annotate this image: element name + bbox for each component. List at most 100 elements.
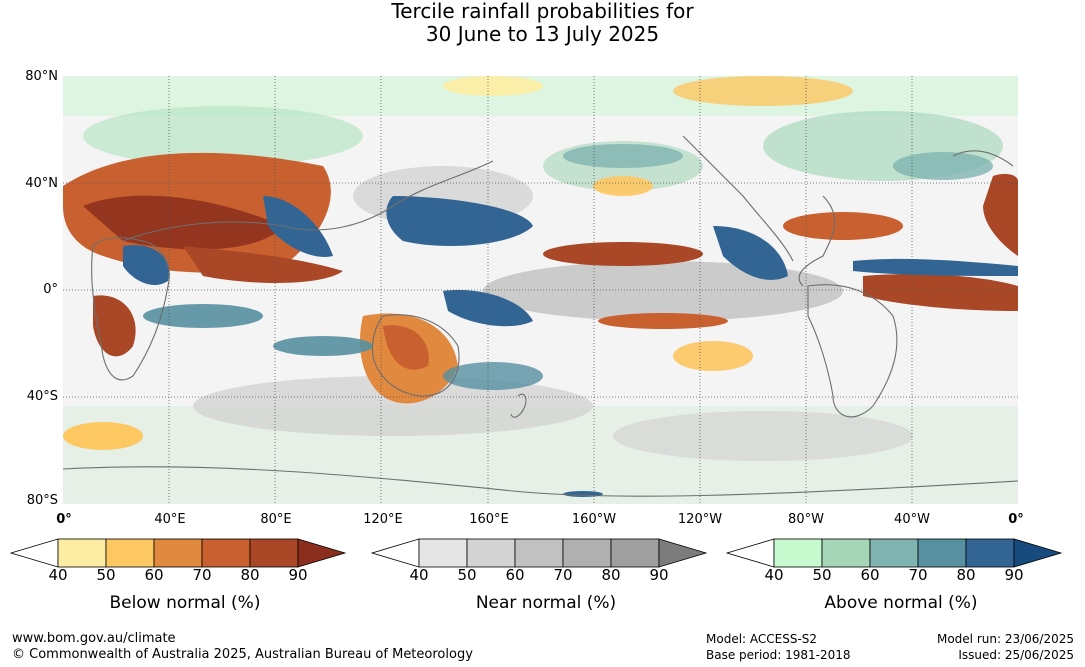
map-svg bbox=[63, 76, 1018, 504]
footer-model-run: Model run: 23/06/2025 bbox=[936, 632, 1074, 646]
colorbar-above-normal-title: Above normal (%) bbox=[824, 593, 978, 613]
lon-label-80w: 80°W bbox=[788, 512, 824, 527]
footer-website: www.bom.gov.au/climate bbox=[12, 631, 176, 646]
europe-west-dry bbox=[983, 173, 1018, 256]
lat-label-40s: 40°S bbox=[26, 389, 58, 404]
map-title: Tercile rainfall probabilities for 30 Ju… bbox=[0, 0, 1085, 46]
colorbar-tick-label: 50 bbox=[457, 566, 477, 584]
southern-africa-dry bbox=[93, 295, 136, 357]
middle-east-core bbox=[83, 195, 283, 250]
colorbar-swatch bbox=[57, 538, 107, 568]
colorbar-tick-label: 70 bbox=[553, 566, 573, 584]
colorbar-swatch bbox=[105, 538, 155, 568]
north-america-east-coast bbox=[798, 195, 836, 287]
footer-copyright: © Commonwealth of Australia 2025, Austra… bbox=[12, 647, 473, 662]
colorbar-tick-label: 90 bbox=[1004, 566, 1024, 584]
colorbar-tick-label: 40 bbox=[764, 566, 784, 584]
south-pacific-dry-band bbox=[598, 313, 728, 329]
colorbar-right-arrow bbox=[1013, 538, 1063, 568]
north-america-west-coast bbox=[682, 135, 794, 262]
colorbar-near-normal-swatches bbox=[371, 538, 708, 568]
colorbar-tick-label: 50 bbox=[96, 566, 116, 584]
colorbar-swatch bbox=[562, 538, 612, 568]
lat-label-80n: 80°N bbox=[25, 69, 58, 84]
colorbar-below-normal: 40 50 60 70 80 90 Below normal (%) bbox=[10, 538, 360, 628]
colorbar-above-normal: 40 50 60 70 80 90 Above normal (%) bbox=[726, 538, 1076, 628]
lon-label-0-left: 0° bbox=[56, 512, 72, 527]
colorbar-tick-label: 60 bbox=[860, 566, 880, 584]
colorbar-swatch bbox=[610, 538, 660, 568]
colorbar-right-arrow bbox=[658, 538, 708, 568]
lon-label-80e: 80°E bbox=[260, 512, 292, 527]
coastlines bbox=[63, 135, 1018, 497]
arctic-yellow bbox=[443, 76, 543, 96]
south-america-coast bbox=[807, 284, 898, 418]
antarctica-coast bbox=[63, 466, 1018, 497]
colorbar-left-arrow bbox=[371, 538, 420, 568]
africa-coast bbox=[91, 237, 170, 381]
lon-label-160w: 160°W bbox=[571, 512, 617, 527]
colorbar-left-arrow bbox=[726, 538, 775, 568]
colorbar-swatch bbox=[869, 538, 919, 568]
colorbar-swatch bbox=[965, 538, 1015, 568]
central-america-wet bbox=[713, 226, 788, 280]
colorbar-near-normal-title: Near normal (%) bbox=[475, 593, 617, 613]
lon-label-120e: 120°E bbox=[363, 512, 403, 527]
lat-label-80s: 80°S bbox=[26, 493, 58, 508]
colorbar-tick-label: 70 bbox=[908, 566, 928, 584]
colorbar-swatch bbox=[153, 538, 203, 568]
new-zealand-coast bbox=[510, 393, 527, 418]
colorbar-tick-label: 60 bbox=[144, 566, 164, 584]
south-indian-grey bbox=[193, 376, 593, 436]
colorbar-swatch bbox=[917, 538, 967, 568]
south-atlantic-yellow bbox=[63, 422, 143, 450]
colorbar-swatch bbox=[201, 538, 251, 568]
colorbar-below-normal-title: Below normal (%) bbox=[109, 593, 261, 613]
rainfall-probability-map bbox=[63, 76, 1018, 504]
lon-label-160e: 160°E bbox=[469, 512, 509, 527]
colorbar-tick-label: 90 bbox=[288, 566, 308, 584]
central-africa-wet bbox=[123, 245, 169, 286]
indian-ocean-wet bbox=[143, 304, 263, 328]
lon-label-40w: 40°W bbox=[894, 512, 930, 527]
colorbar-tick-label: 50 bbox=[812, 566, 832, 584]
title-line-1: Tercile rainfall probabilities for bbox=[391, 0, 694, 23]
graticule bbox=[63, 76, 1018, 504]
tropical-atlantic-wet bbox=[853, 258, 1018, 276]
tasman-wet bbox=[443, 362, 543, 390]
title-line-2: 30 June to 13 July 2025 bbox=[425, 22, 660, 46]
footer-issued: Issued: 25/06/2025 bbox=[958, 648, 1074, 662]
north-pacific-dry-band bbox=[543, 242, 703, 266]
bering-teal bbox=[563, 144, 683, 168]
australia-core-dry bbox=[383, 325, 429, 370]
footer-base-period: Base period: 1981-2018 bbox=[706, 648, 851, 662]
arctic-orange bbox=[673, 76, 853, 106]
north-atlantic-dry bbox=[783, 212, 903, 240]
colorbar-swatch bbox=[466, 538, 516, 568]
colorbar-tick-label: 40 bbox=[409, 566, 429, 584]
equatorial-pacific-grey bbox=[483, 261, 843, 321]
lon-label-120w: 120°W bbox=[677, 512, 723, 527]
australia-coast bbox=[371, 314, 460, 397]
colorbar-near-normal: 40 50 60 70 80 90 Near normal (%) bbox=[371, 538, 721, 628]
west-pacific-wet bbox=[386, 196, 533, 246]
north-pacific-yellow bbox=[593, 176, 653, 196]
colorbar-tick-label: 70 bbox=[192, 566, 212, 584]
asia-south-coast bbox=[122, 160, 494, 242]
lon-label-0-right: 0° bbox=[1008, 512, 1024, 527]
colorbar-tick-label: 40 bbox=[48, 566, 68, 584]
colorbar-swatch bbox=[821, 538, 871, 568]
lat-label-40n: 40°N bbox=[25, 176, 58, 191]
colorbar-above-normal-swatches bbox=[726, 538, 1063, 568]
colorbar-tick-label: 80 bbox=[956, 566, 976, 584]
lat-label-0: 0° bbox=[43, 282, 58, 297]
colorbar-left-arrow bbox=[10, 538, 59, 568]
colorbar-tick-label: 90 bbox=[649, 566, 669, 584]
eurasia-north-green bbox=[83, 106, 363, 166]
lon-label-40e: 40°E bbox=[154, 512, 186, 527]
india-dry bbox=[183, 246, 343, 283]
tibet-wet bbox=[263, 196, 333, 257]
colorbar-swatch bbox=[418, 538, 468, 568]
atlantic-dry-band bbox=[863, 274, 1018, 311]
maritime-continent-wet bbox=[443, 290, 533, 327]
